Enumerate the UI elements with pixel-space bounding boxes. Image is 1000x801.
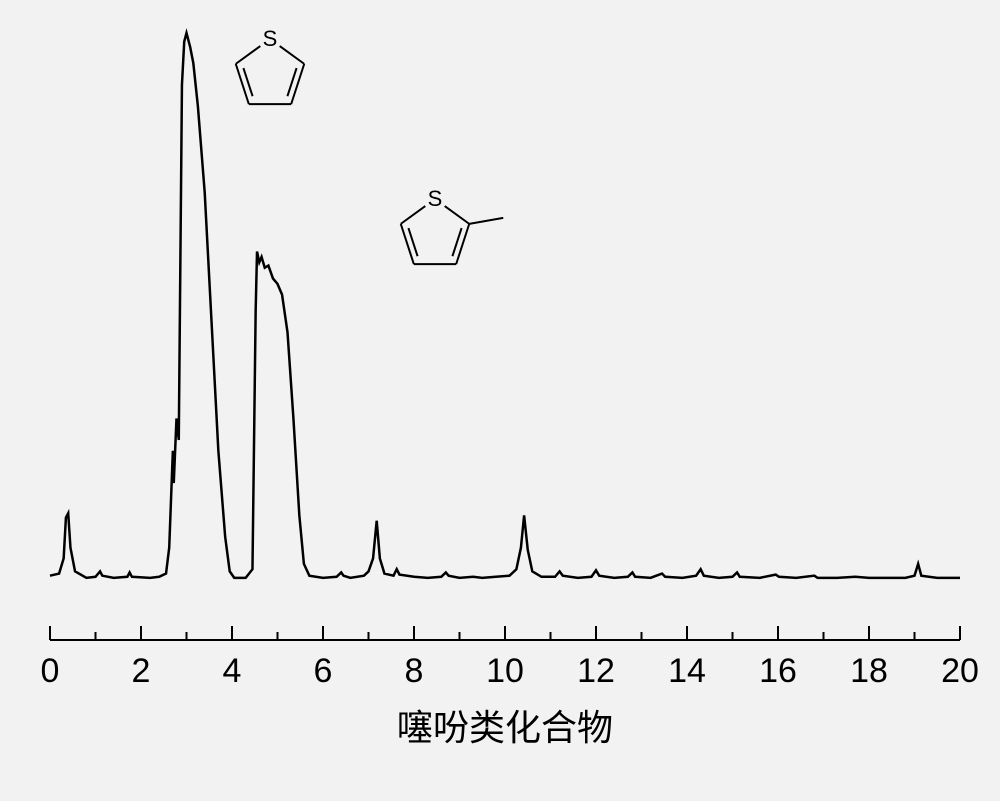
bond [445, 206, 470, 224]
heteroatom-label: S [428, 186, 443, 211]
bond [236, 64, 249, 104]
x-tick-label: 0 [41, 652, 60, 690]
chromatogram-chart: 0 2 4 6 8 10 12 14 16 18 20 噻吩类化合物 S S 噻吩类化合物 [0, 0, 1000, 801]
x-tick-label: 10 [486, 652, 524, 690]
x-tick-label: 4 [223, 652, 242, 690]
x-tick-label: 12 [577, 652, 615, 690]
x-tick-label: 14 [668, 652, 706, 690]
heteroatom-label: S [263, 26, 278, 51]
x-axis-title: 噻吩类化合物 [397, 708, 613, 748]
x-tick-label: 2 [132, 652, 151, 690]
x-tick-label: 20 [941, 652, 979, 690]
x-tick-label: 16 [759, 652, 797, 690]
bond [469, 218, 503, 224]
bond [280, 46, 305, 64]
bond [236, 46, 261, 64]
bond [401, 224, 414, 264]
bond [456, 224, 469, 264]
x-tick-label: 6 [314, 652, 333, 690]
bond [291, 64, 304, 104]
bond [401, 206, 426, 224]
chromatogram-trace [50, 33, 960, 578]
chart-svg: 0 2 4 6 8 10 12 14 16 18 20 噻吩类化合物 S S [0, 0, 1000, 801]
x-tick-label: 18 [850, 652, 888, 690]
x-tick-label: 8 [405, 652, 424, 690]
